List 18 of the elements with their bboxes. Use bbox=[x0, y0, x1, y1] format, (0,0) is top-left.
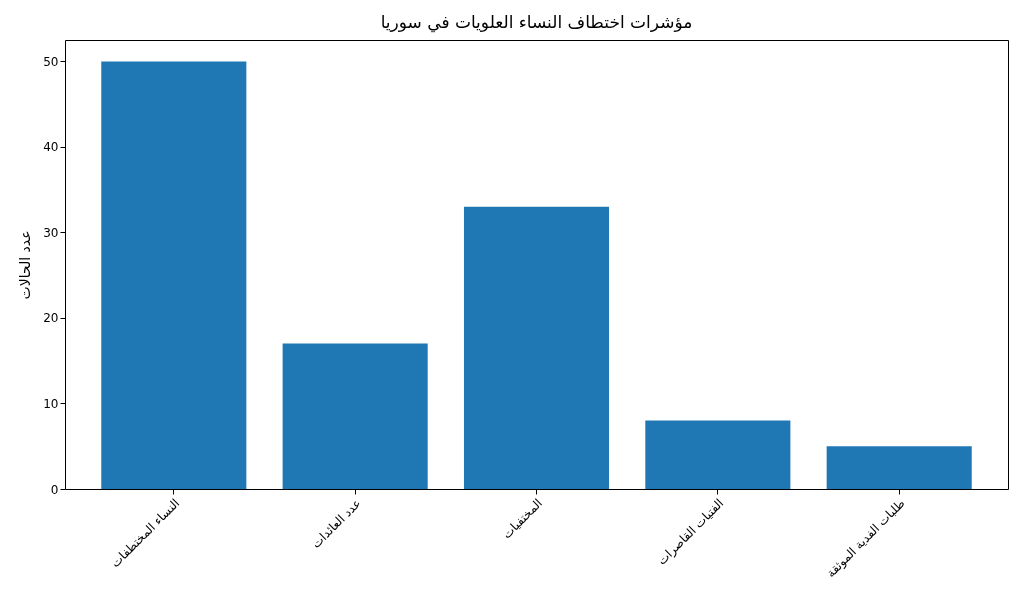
bar bbox=[101, 61, 247, 489]
y-tick-label: 40 bbox=[43, 140, 59, 155]
y-tick-label: 30 bbox=[43, 225, 59, 240]
bar bbox=[645, 420, 791, 489]
bar bbox=[463, 206, 610, 489]
bar bbox=[826, 446, 972, 489]
x-tick-label: عدد العائدات bbox=[308, 496, 364, 551]
y-tick-label: 20 bbox=[43, 311, 59, 326]
y-tick-label: 10 bbox=[43, 396, 59, 411]
y-tick-label: 50 bbox=[43, 54, 59, 69]
x-tick-label: النساء المختطفات bbox=[108, 496, 183, 571]
bar bbox=[282, 343, 428, 489]
y-tick-label: 0 bbox=[50, 482, 59, 497]
y-axis-title: عدد الحالات bbox=[17, 230, 34, 300]
x-tick-label: طلبات الفدية الموثقة bbox=[823, 496, 909, 581]
x-tick-label: الفتيات القاصرات bbox=[654, 496, 728, 569]
x-tick-label: المختفيات bbox=[499, 496, 545, 542]
chart-title: مؤشرات اختطاف النساء العلويات في سوريا bbox=[380, 12, 693, 33]
